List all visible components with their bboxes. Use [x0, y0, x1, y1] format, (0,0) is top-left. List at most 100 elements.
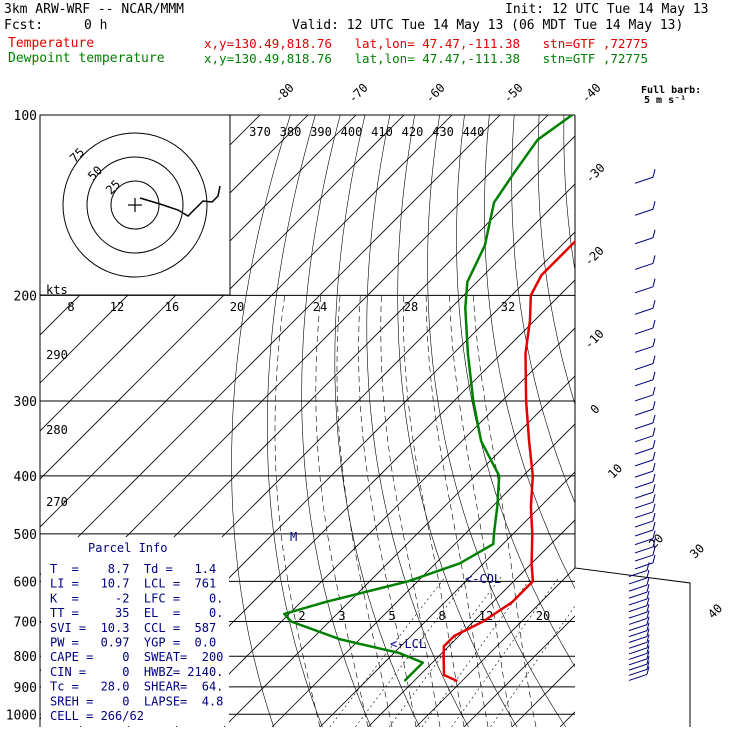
- wind-barb: [634, 422, 654, 430]
- pressure-tick-label: 100: [14, 109, 37, 124]
- temperature-legend-label: Temperature: [8, 36, 95, 51]
- wind-barb: [634, 481, 654, 489]
- theta-label: 400: [341, 125, 363, 139]
- theta-label: 280: [46, 423, 68, 437]
- hodo-axis-label: 32: [501, 300, 515, 314]
- hodo-axis-label: 20: [230, 300, 244, 314]
- wind-barb: [628, 647, 648, 655]
- isotherm-label: -50: [501, 81, 526, 106]
- isotherm-label: -20: [582, 244, 607, 269]
- wind-barb: [628, 636, 648, 644]
- isotherm-label: -60: [423, 81, 448, 106]
- wind-barb: [628, 641, 648, 649]
- wind-barb: [634, 176, 654, 184]
- wind-barb: [634, 408, 654, 416]
- wind-barb: [634, 286, 654, 294]
- hodo-trace: [139, 185, 221, 217]
- wind-barb: [634, 345, 654, 353]
- fcst-value: 0 h: [84, 18, 108, 33]
- wind-barb: [634, 538, 654, 546]
- hodo-axis-label: 24: [313, 300, 327, 314]
- sounding-annotation: M: [290, 530, 297, 544]
- wind-barb: [634, 307, 654, 315]
- theta-label: 410: [371, 125, 393, 139]
- full-barb-unit: 5 m s⁻¹: [644, 95, 686, 106]
- hodo-axis-label: 16: [165, 300, 179, 314]
- theta-label: 290: [46, 348, 68, 362]
- theta-label: 270: [46, 495, 68, 509]
- wind-barbs: [628, 169, 656, 681]
- pressure-tick-label: 300: [14, 395, 37, 410]
- wind-barb: [628, 584, 648, 592]
- pressure-tick-label: 1000: [6, 708, 37, 723]
- parcel-info-title: Parcel Info: [88, 541, 167, 555]
- mixing-ratio-label: 20: [536, 609, 550, 623]
- wind-barb: [628, 624, 648, 632]
- pressure-tick-label: 600: [14, 575, 37, 590]
- wind-barb: [628, 663, 648, 671]
- wind-barb: [628, 598, 648, 606]
- wind-barb: [634, 459, 654, 467]
- valid-time: Valid: 12 UTC Tue 14 May 13 (06 MDT Tue …: [292, 18, 684, 33]
- init-time: Init: 12 UTC Tue 14 May 13: [505, 2, 709, 17]
- isotherm-label: 0: [588, 402, 603, 417]
- dewpoint-legend-label: Dewpoint temperature: [8, 51, 165, 66]
- pressure-tick-label: 200: [14, 289, 37, 304]
- hodo-ring: [110, 180, 160, 230]
- isotherm-label: -70: [346, 81, 371, 106]
- mixing-ratio-label: 12: [479, 609, 493, 623]
- parcel-info-row: CIN = 0 HWBZ= 2140.: [50, 665, 223, 679]
- wind-barb: [628, 673, 648, 681]
- parcel-info-panel: Parcel Info T = 8.7 Td = 1.4LI = 10.7 LCL…: [41, 537, 229, 726]
- wind-barb: [634, 208, 654, 216]
- wind-barb: [628, 658, 648, 666]
- wind-barb: [628, 652, 648, 660]
- mixing-ratio-label: 5: [388, 609, 395, 623]
- parcel-info-row: Tc = 28.0 SHEAR= 64.: [50, 680, 223, 694]
- wind-barb: [628, 617, 648, 625]
- fcst-label: Fcst:: [4, 18, 44, 33]
- theta-label: 440: [463, 125, 485, 139]
- wind-barb: [628, 570, 648, 578]
- mixing-ratio-label: 8: [438, 609, 445, 623]
- wind-barb: [634, 546, 654, 554]
- pressure-tick-label: 800: [14, 650, 37, 665]
- isotherm-label: 40: [705, 601, 725, 621]
- dewpoint-location: x,y=130.49,818.76 lat,lon= 47.47,-111.38…: [204, 51, 649, 66]
- parcel-info-row: SVI = 10.3 CCL = 587: [50, 621, 216, 635]
- theta-label: 390: [310, 125, 332, 139]
- isotherm-label: -10: [582, 327, 607, 352]
- wind-barb: [634, 491, 654, 499]
- hodo-axis-label: 12: [110, 300, 124, 314]
- isotherm-label: -80: [272, 81, 297, 106]
- wind-barb: [634, 237, 654, 245]
- wind-barb: [634, 520, 654, 528]
- wind-barb: [634, 262, 654, 270]
- hodo-ring: [62, 132, 208, 278]
- wind-barb: [628, 591, 648, 599]
- wind-barb: [634, 435, 654, 443]
- wind-barb: [634, 511, 654, 519]
- parcel-info-row: PW = 0.97 YGP = 0.0: [50, 636, 216, 650]
- pressure-tick-label: 400: [14, 470, 37, 485]
- sounding-annotation: <-LCL: [390, 637, 426, 651]
- wind-barb: [634, 327, 654, 335]
- wind-barb: [628, 630, 648, 638]
- wind-barb: [628, 605, 648, 613]
- parcel-info-row: SREH = 0 LAPSE= 4.8: [50, 694, 223, 708]
- isotherm-label: -30: [583, 161, 608, 186]
- wind-barb: [634, 363, 654, 371]
- theta-label: 370: [249, 125, 271, 139]
- mixing-ratio-label: 3: [338, 609, 345, 623]
- hodo-axis-label: 8: [67, 300, 74, 314]
- wind-barb: [634, 470, 654, 478]
- parcel-info-row: CAPE = 0 SWEAT= 200: [50, 650, 223, 664]
- sounding-annotation: <-COL: [465, 572, 501, 586]
- parcel-info-row: T = 8.7 Td = 1.4: [50, 562, 216, 576]
- pressure-tick-label: 500: [14, 528, 37, 543]
- temperature-location: x,y=130.49,818.76 lat,lon= 47.47,-111.38…: [204, 36, 649, 51]
- wind-barb: [628, 668, 648, 676]
- wind-barb: [634, 529, 654, 537]
